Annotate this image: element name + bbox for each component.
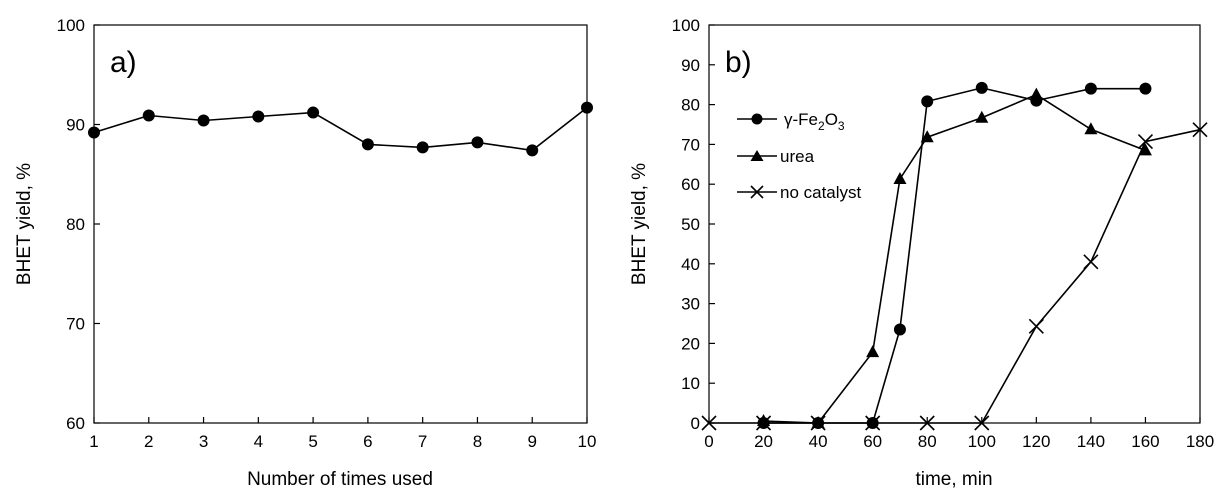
series-line-2 (709, 128, 1201, 424)
panel-b-x-axis: 0 20 40 60 80 100 120 140 160 180 (704, 417, 1214, 451)
y-tick-label: 30 (681, 295, 700, 314)
data-point-triangle (1138, 143, 1152, 156)
legend-label-urea: urea (780, 147, 815, 166)
data-point-x (974, 415, 990, 431)
y-tick-label: 0 (691, 414, 700, 433)
y-tick-label: 80 (66, 215, 85, 234)
data-point-circle (471, 136, 484, 149)
panel-b-label: b) (725, 46, 752, 79)
y-tick-label: 100 (672, 16, 700, 35)
y-tick-label: 90 (681, 56, 700, 75)
legend-item-no-catalyst: no catalyst (737, 183, 862, 202)
x-tick-label: 40 (809, 432, 828, 451)
panel-b-y-axis: 0 10 20 30 40 50 60 70 80 90 100 (672, 16, 715, 433)
data-point-circle (88, 126, 100, 139)
panel-b-series (701, 81, 1208, 431)
data-point-x (1028, 318, 1044, 334)
data-point-circle (361, 138, 374, 151)
y-tick-label: 90 (66, 116, 85, 135)
data-point-x (755, 415, 772, 431)
panel-b-plot-frame (708, 24, 1201, 424)
y-tick-label: 70 (66, 315, 85, 334)
x-tick-label: 8 (473, 432, 482, 451)
data-point-circle (252, 110, 265, 123)
data-point-triangle (866, 345, 880, 358)
data-point-circle (142, 109, 155, 122)
data-point-triangle (975, 110, 989, 123)
y-tick-label: 10 (681, 374, 700, 393)
data-point-x (1137, 134, 1154, 150)
panel-a-x-axis: 1 2 3 4 5 6 7 8 9 10 (89, 417, 596, 451)
x-tick-label: 7 (418, 432, 427, 451)
series-line-0 (763, 87, 1146, 424)
x-tick-label: 140 (1077, 432, 1105, 451)
legend-label-fe2o3: γ-Fe2O3 (784, 110, 845, 133)
data-point-circle (197, 114, 210, 127)
legend-item-fe2o3: γ-Fe2O3 (737, 110, 845, 133)
data-point-x (1083, 254, 1099, 270)
legend: γ-Fe2O3 urea no catalyst (737, 110, 862, 202)
legend-item-urea: urea (737, 147, 815, 166)
data-point-x (919, 415, 935, 431)
data-point-circle (975, 81, 988, 94)
x-tick-label: 10 (578, 432, 597, 451)
y-tick-label: 40 (681, 255, 700, 274)
panel-a-label: a) (110, 46, 137, 79)
x-tick-label: 0 (704, 432, 713, 451)
x-tick-label: 20 (754, 432, 773, 451)
x-tick-label: 160 (1131, 432, 1159, 451)
series-line-0 (93, 106, 588, 152)
data-point-circle (1084, 82, 1097, 95)
panel-b-y-axis-title: BHET yield, % (629, 163, 650, 285)
data-point-x (810, 415, 826, 431)
x-tick-label: 6 (363, 432, 372, 451)
legend-circle-marker (751, 113, 763, 125)
data-point-triangle (1029, 87, 1043, 100)
y-tick-label: 60 (66, 414, 85, 433)
x-tick-label: 1 (89, 432, 98, 451)
data-point-x (865, 415, 881, 431)
y-tick-label: 70 (681, 135, 700, 154)
data-point-circle (893, 323, 906, 336)
y-tick-label: 100 (57, 16, 85, 35)
legend-label-no-catalyst: no catalyst (780, 183, 862, 202)
y-tick-label: 50 (681, 215, 700, 234)
data-point-circle (526, 144, 539, 157)
panel-a-chart: 60 70 80 90 100 1 2 3 4 5 6 7 8 9 10 a) Number of tim… (14, 16, 596, 490)
panel-b-x-axis-title: time, min (915, 469, 992, 490)
data-point-x (1192, 122, 1208, 138)
panel-a-x-axis-title: Number of times used (247, 469, 433, 490)
data-point-circle (307, 106, 320, 119)
x-tick-label: 100 (968, 432, 996, 451)
x-tick-label: 2 (144, 432, 153, 451)
data-point-circle (1139, 82, 1152, 95)
y-tick-label: 20 (681, 334, 700, 353)
legend-x-marker (750, 185, 764, 199)
x-tick-label: 4 (254, 432, 263, 451)
data-point-triangle (1084, 122, 1098, 135)
x-tick-label: 9 (527, 432, 536, 451)
data-point-circle (416, 141, 429, 154)
x-tick-label: 120 (1022, 432, 1050, 451)
data-point-circle (921, 95, 934, 108)
legend-triangle-marker (750, 150, 764, 161)
x-tick-label: 80 (918, 432, 937, 451)
x-tick-label: 180 (1186, 432, 1214, 451)
panel-a-series (88, 101, 593, 157)
x-tick-label: 60 (863, 432, 882, 451)
panel-a-plot-frame (93, 24, 588, 424)
data-point-circle (581, 101, 593, 114)
x-tick-label: 5 (308, 432, 317, 451)
panel-a-y-axis: 60 70 80 90 100 (57, 16, 100, 433)
data-point-triangle (920, 130, 934, 143)
data-point-triangle (893, 172, 907, 185)
x-tick-label: 3 (199, 432, 208, 451)
y-tick-label: 60 (681, 175, 700, 194)
data-point-x (701, 415, 717, 431)
y-tick-label: 80 (681, 96, 700, 115)
panel-b-chart: 0 10 20 30 40 50 60 70 80 90 100 0 20 40 60 80 100 120 14… (629, 16, 1214, 490)
panel-a-y-axis-title: BHET yield, % (14, 163, 35, 285)
